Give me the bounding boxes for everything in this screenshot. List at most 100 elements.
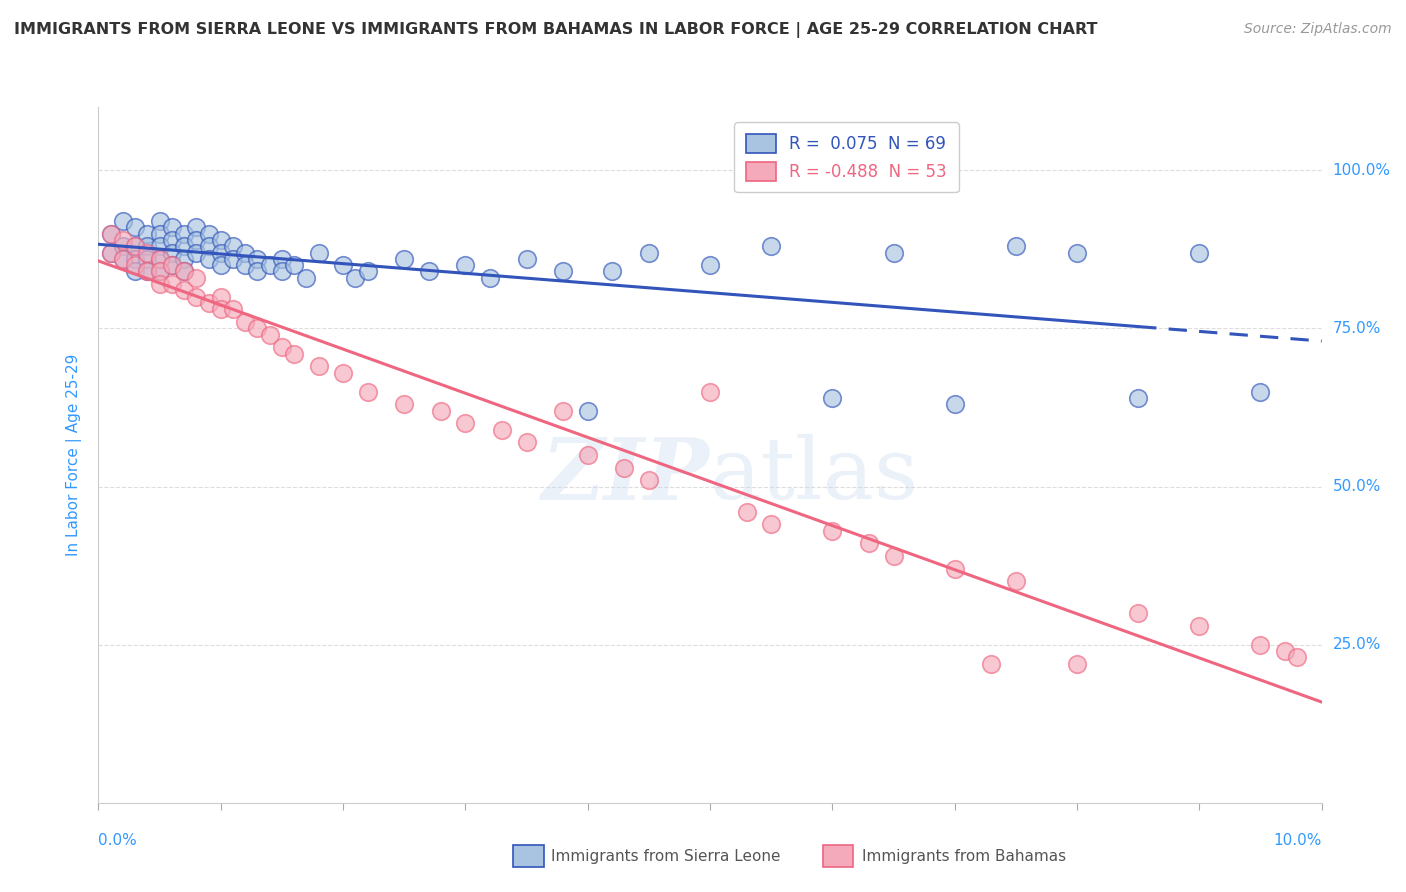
Text: atlas: atlas: [710, 434, 920, 517]
Point: [124, 252, 146, 266]
Point: [160, 258, 183, 272]
Point: [637, 245, 661, 260]
Point: [943, 397, 966, 411]
Point: [259, 327, 281, 342]
Point: [454, 417, 477, 431]
Point: [699, 258, 721, 272]
Point: [637, 473, 661, 487]
Point: [1188, 245, 1211, 260]
Point: [222, 252, 245, 266]
Point: [233, 258, 256, 272]
Point: [233, 315, 256, 329]
Point: [209, 233, 232, 247]
Point: [124, 258, 146, 272]
Point: [332, 258, 354, 272]
Point: [160, 245, 183, 260]
Point: [100, 245, 122, 260]
Point: [149, 227, 172, 241]
Point: [197, 239, 219, 253]
Point: [209, 290, 232, 304]
Point: [332, 366, 354, 380]
Text: 0.0%: 0.0%: [98, 833, 138, 848]
Point: [576, 403, 599, 417]
Point: [100, 245, 122, 260]
Point: [600, 264, 623, 278]
Point: [136, 227, 159, 241]
Point: [295, 270, 318, 285]
Point: [111, 252, 134, 266]
Point: [356, 384, 378, 399]
Point: [186, 270, 208, 285]
Point: [699, 384, 721, 399]
Point: [270, 340, 292, 354]
Point: [124, 220, 146, 235]
Point: [759, 517, 782, 532]
Point: [111, 233, 134, 247]
Point: [491, 423, 513, 437]
Point: [392, 397, 416, 411]
Point: [308, 359, 330, 374]
Text: ZIP: ZIP: [543, 434, 710, 517]
Text: Immigrants from Bahamas: Immigrants from Bahamas: [862, 849, 1066, 863]
Point: [136, 252, 159, 266]
Legend: R =  0.075  N = 69, R = -0.488  N = 53: R = 0.075 N = 69, R = -0.488 N = 53: [734, 122, 959, 193]
Point: [883, 245, 905, 260]
Text: 50.0%: 50.0%: [1333, 479, 1381, 494]
Point: [160, 277, 183, 292]
Point: [1249, 384, 1271, 399]
Point: [270, 252, 292, 266]
Point: [283, 258, 305, 272]
Point: [173, 284, 195, 298]
Point: [821, 524, 844, 538]
Point: [149, 252, 172, 266]
Point: [100, 227, 122, 241]
Point: [136, 239, 159, 253]
Point: [136, 264, 159, 278]
Text: 100.0%: 100.0%: [1333, 163, 1391, 178]
Point: [197, 296, 219, 310]
Point: [1066, 245, 1088, 260]
Point: [149, 252, 172, 266]
Point: [149, 264, 172, 278]
Point: [209, 245, 232, 260]
Point: [149, 277, 172, 292]
Point: [173, 239, 195, 253]
Point: [553, 403, 575, 417]
Point: [222, 239, 245, 253]
Point: [209, 258, 232, 272]
Text: Immigrants from Sierra Leone: Immigrants from Sierra Leone: [551, 849, 780, 863]
Point: [186, 220, 208, 235]
Point: [173, 252, 195, 266]
Point: [259, 258, 281, 272]
Point: [1286, 650, 1309, 665]
Point: [124, 264, 146, 278]
Text: 75.0%: 75.0%: [1333, 321, 1381, 336]
Point: [344, 270, 367, 285]
Point: [1128, 606, 1150, 620]
Point: [136, 245, 159, 260]
Point: [478, 270, 501, 285]
Point: [821, 391, 844, 405]
Point: [246, 321, 269, 335]
Point: [149, 264, 172, 278]
Point: [858, 536, 880, 550]
Text: 10.0%: 10.0%: [1274, 833, 1322, 848]
Point: [980, 657, 1002, 671]
Point: [111, 252, 134, 266]
Point: [173, 264, 195, 278]
Point: [111, 239, 134, 253]
Point: [516, 435, 538, 450]
Point: [149, 214, 172, 228]
Point: [1066, 657, 1088, 671]
Point: [392, 252, 416, 266]
Point: [111, 214, 134, 228]
Point: [1249, 638, 1271, 652]
Point: [356, 264, 378, 278]
Point: [186, 245, 208, 260]
Point: [418, 264, 440, 278]
Point: [553, 264, 575, 278]
Point: [186, 290, 208, 304]
Point: [222, 302, 245, 317]
Point: [759, 239, 782, 253]
Y-axis label: In Labor Force | Age 25-29: In Labor Force | Age 25-29: [66, 354, 83, 556]
